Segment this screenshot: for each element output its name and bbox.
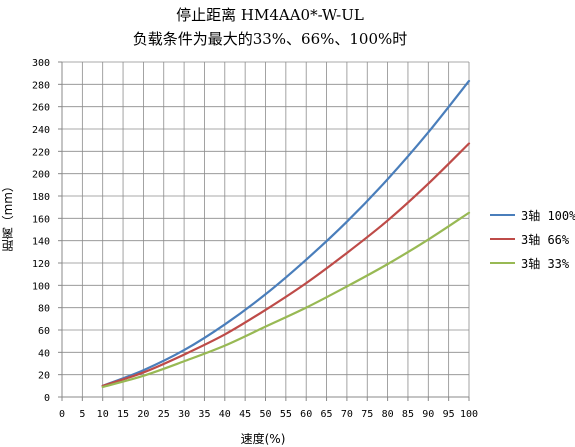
y-axis-label: 距离（mm）	[1, 180, 15, 252]
x-tick-label: 55	[280, 409, 292, 420]
x-tick-label: 80	[382, 409, 394, 420]
x-tick-label: 100	[460, 409, 478, 420]
legend-label: 3轴 33%	[521, 256, 570, 271]
y-tick-label: 200	[32, 170, 50, 181]
x-tick-label: 20	[137, 409, 149, 420]
y-tick-label: 280	[32, 80, 50, 91]
x-tick-label: 30	[178, 409, 190, 420]
chart-title: 停止距离 HM4AA0*-W-UL	[176, 6, 364, 24]
y-tick-label: 40	[38, 348, 50, 359]
series-lines	[101, 79, 471, 389]
legend-swatch	[490, 262, 515, 264]
y-tick-label: 80	[38, 304, 50, 315]
legend-item: 3轴 100%	[490, 203, 575, 227]
x-tick-label: 5	[79, 409, 85, 420]
legend-label: 3轴 100%	[521, 208, 575, 223]
legend-label: 3轴 66%	[521, 232, 570, 247]
x-tick-label: 45	[239, 409, 251, 420]
chart-subtitle: 负载条件为最大的33%、66%、100%时	[132, 30, 408, 48]
y-tick-label: 140	[32, 237, 50, 248]
x-tick-label: 50	[259, 409, 271, 420]
x-tick-label: 75	[361, 409, 373, 420]
x-tick-label: 10	[97, 409, 109, 420]
legend-item: 3轴 66%	[490, 227, 575, 251]
x-tick-label: 35	[198, 409, 210, 420]
x-tick-label: 0	[59, 409, 65, 420]
x-tick-labels: 0 5 10 15 20 25 30 35 40 45 50 55 60 65 70 75 80 85 90 95 10…	[59, 409, 478, 420]
x-axis-label: 速度(%)	[240, 432, 286, 446]
y-tick-label: 300	[32, 58, 50, 69]
y-tick-label: 260	[32, 103, 50, 114]
y-tick-label: 0	[44, 393, 50, 404]
x-tick-label: 85	[402, 409, 414, 420]
axes	[58, 61, 470, 401]
y-tick-label: 220	[32, 147, 50, 158]
x-tick-label: 70	[341, 409, 353, 420]
x-tick-label: 40	[219, 409, 231, 420]
x-tick-label: 25	[158, 409, 170, 420]
y-tick-label: 160	[32, 214, 50, 225]
chart-title-block: 停止距离 HM4AA0*-W-UL 负载条件为最大的33%、66%、100%时	[0, 3, 540, 51]
legend-swatch	[490, 214, 515, 216]
y-tick-label: 240	[32, 125, 50, 136]
x-tick-label: 65	[321, 409, 333, 420]
x-tick-label: 90	[422, 409, 434, 420]
y-tick-label: 60	[38, 326, 50, 337]
legend: 3轴 100% 3轴 66% 3轴 33%	[490, 203, 575, 275]
x-tick-label: 60	[300, 409, 312, 420]
series-line-3	[101, 211, 471, 389]
y-tick-label: 120	[32, 259, 50, 270]
legend-swatch	[490, 238, 515, 240]
y-tick-labels: 0 20 40 60 80 100 120 140 160 180 200 220 240 260 280 3…	[32, 58, 50, 404]
y-tick-label: 100	[32, 281, 50, 292]
x-tick-label: 95	[443, 409, 455, 420]
series-line-1	[101, 79, 471, 387]
x-tick-label: 15	[117, 409, 129, 420]
y-tick-label: 20	[38, 371, 50, 382]
series-line-2	[101, 142, 471, 387]
y-tick-label: 180	[32, 192, 50, 203]
grid-lines	[62, 61, 470, 397]
legend-item: 3轴 33%	[490, 251, 575, 275]
